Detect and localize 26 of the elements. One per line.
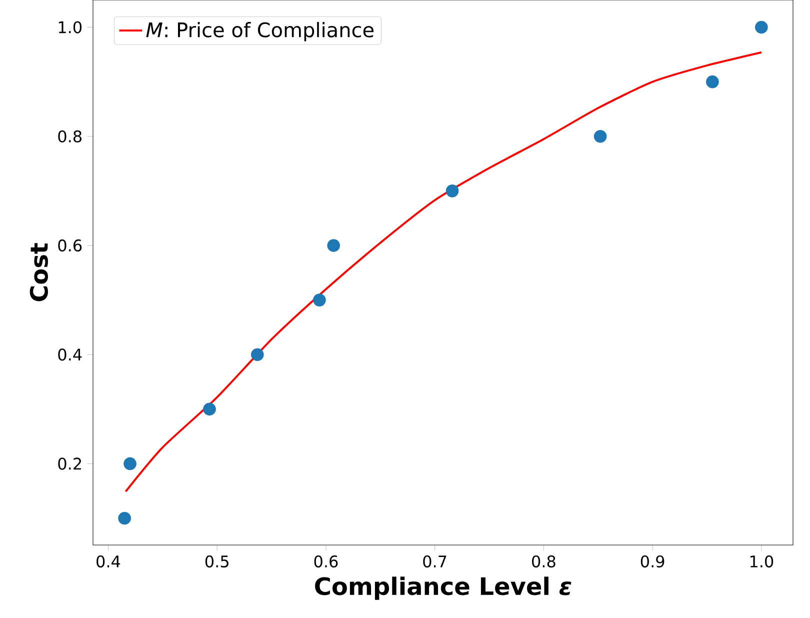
x-tick-label: 0.5: [205, 555, 228, 568]
y-tick-label: 0.4: [58, 348, 82, 361]
y-axis-title: Cost: [30, 243, 48, 302]
y-tick-label: 0.6: [58, 239, 82, 252]
legend-label: M: Price of Compliance: [146, 22, 374, 42]
point: [203, 402, 216, 416]
x-axis-title: Compliance Level ε: [315, 576, 572, 600]
y-tick-label: 0.8: [58, 130, 82, 142]
x-tick-label: 0.9: [640, 555, 664, 568]
x-tick-label: 0.8: [532, 555, 556, 568]
point: [327, 239, 340, 252]
y-tick-label: 0.2: [58, 458, 81, 470]
point: [446, 184, 459, 198]
line-series: [124, 51, 762, 493]
point: [594, 130, 607, 143]
point: [313, 294, 326, 306]
y-tick-label: 1.0: [58, 21, 82, 34]
point: [118, 512, 131, 525]
point: [124, 457, 136, 470]
point: [250, 348, 264, 362]
x-tick-label: 0.7: [423, 555, 446, 568]
point: [706, 75, 719, 88]
x-tick-label: 0.4: [96, 555, 120, 568]
point: [755, 20, 768, 34]
x-tick-label: 0.6: [314, 555, 338, 568]
x-tick-label: 1.0: [750, 555, 774, 568]
